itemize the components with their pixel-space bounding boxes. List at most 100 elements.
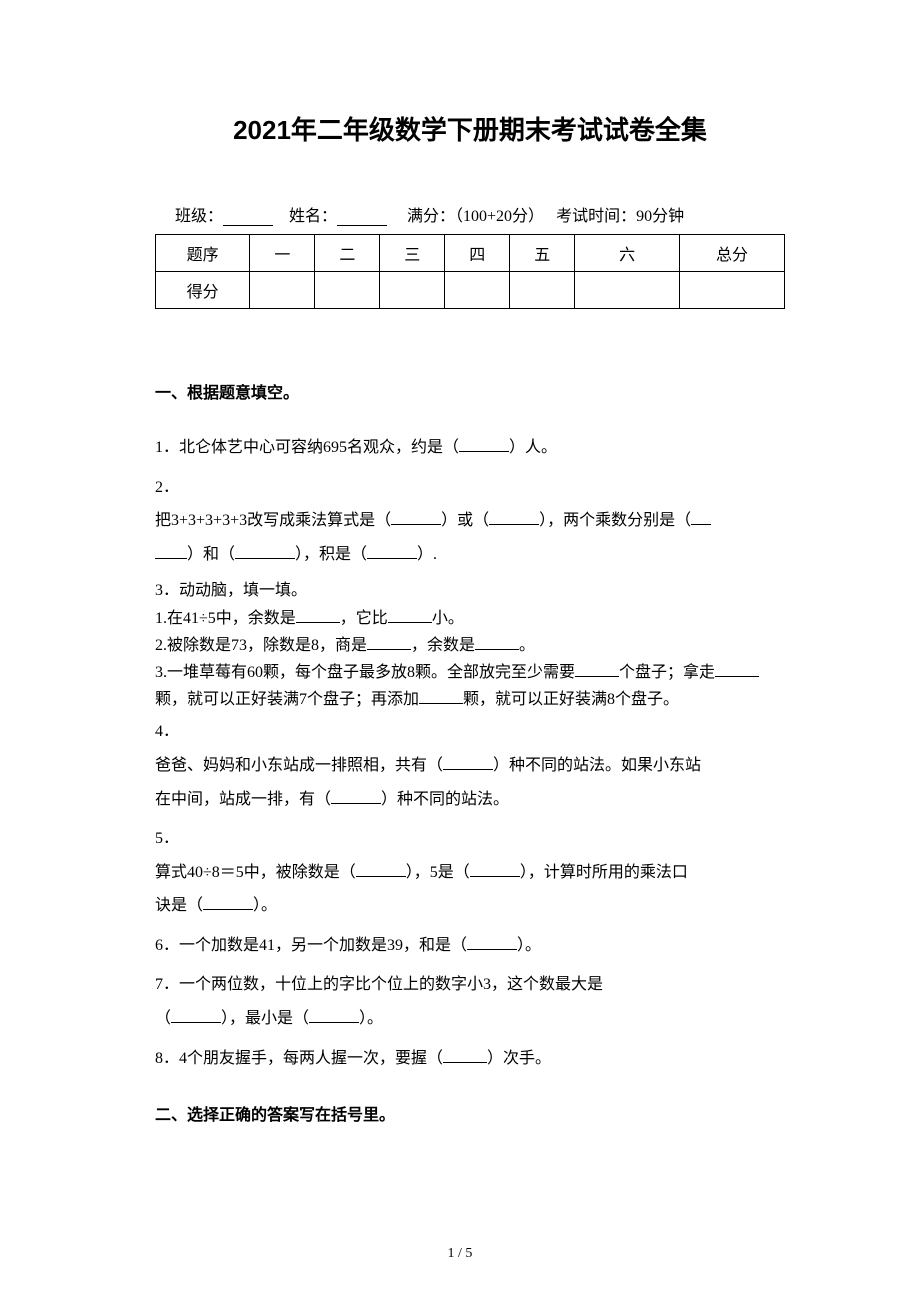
q7-l2-mid: ），最小是（ [221, 1010, 309, 1027]
q2-l1-post: ），两个乘数分别是（ [539, 512, 691, 529]
blank [575, 661, 619, 677]
blank [367, 543, 417, 559]
blank [443, 1047, 487, 1063]
score-cell [250, 272, 315, 309]
score-cell [680, 272, 785, 309]
q4-num: 4． [155, 715, 785, 749]
q3-s1-mid: ，它比 [340, 610, 388, 627]
score-cell [445, 272, 510, 309]
q3-s2-pre: 2.被除数是73，除数是8，商是 [155, 637, 367, 654]
page-number: 1 / 5 [0, 1246, 920, 1262]
q2-num: 2． [155, 471, 785, 505]
blank [171, 1007, 221, 1023]
q5-num: 5． [155, 822, 785, 856]
question-4: 4． 爸爸、妈妈和小东站成一排照相，共有（ ）种不同的站法。如果小东站 在中间，站… [155, 715, 785, 816]
q3-s2-mid: ，余数是 [411, 637, 475, 654]
section2-heading: 二、选择正确的答案写在括号里。 [155, 1101, 785, 1125]
blank [296, 607, 340, 623]
q7-l2-pre: （ [155, 1010, 171, 1027]
q5-l1-post: ），计算时所用的乘法口 [520, 864, 688, 881]
q6-pre: 一个加数是41，另一个加数是39，和是（ [179, 937, 467, 954]
header-col6: 六 [575, 235, 680, 272]
q6-post: ）。 [517, 937, 541, 954]
q7-l1: 一个两位数，十位上的字比个位上的数字小3，这个数最大是 [179, 976, 603, 993]
time-label: 考试时间：90分钟 [556, 208, 684, 225]
score-cell [315, 272, 380, 309]
score-cell [380, 272, 445, 309]
q8-post: ）次手。 [487, 1050, 551, 1067]
q3-s2-post: 。 [519, 637, 535, 654]
q7-l2-post: ）。 [359, 1010, 383, 1027]
q7-num: 7． [155, 976, 179, 993]
blank [715, 661, 759, 677]
class-label: 班级： [175, 208, 223, 225]
header-col2: 二 [315, 235, 380, 272]
blank [467, 934, 517, 950]
blank [203, 894, 253, 910]
blank [235, 543, 295, 559]
q8-num: 8． [155, 1050, 179, 1067]
class-blank [223, 208, 273, 226]
score-cell [575, 272, 680, 309]
q6-num: 6． [155, 937, 179, 954]
score-table: 题序 一 二 三 四 五 六 总分 得分 [155, 234, 785, 309]
q3-s1-pre: 1.在41÷5中，余数是 [155, 610, 296, 627]
q4-l1-post: ）种不同的站法。如果小东站 [493, 757, 701, 774]
header-col3: 三 [380, 235, 445, 272]
q3-s1-post: 小。 [432, 610, 464, 627]
q5-l1-mid: ），5是（ [406, 864, 470, 881]
q4-l1-pre: 爸爸、妈妈和小东站成一排照相，共有（ [155, 757, 443, 774]
blank [155, 543, 187, 559]
question-8: 8．4个朋友握手，每两人握一次，要握（ ）次手。 [155, 1042, 785, 1076]
q5-l1-pre: 算式40÷8＝5中，被除数是（ [155, 864, 356, 881]
section1-heading: 一、根据题意填空。 [155, 379, 785, 403]
header-total: 总分 [680, 235, 785, 272]
blank [691, 509, 711, 525]
q8-pre: 4个朋友握手，每两人握一次，要握（ [179, 1050, 443, 1067]
question-1: 1．北仑体艺中心可容纳695名观众，约是（ ）人。 [155, 431, 785, 465]
blank [388, 607, 432, 623]
blank [419, 688, 463, 704]
score-row-label: 得分 [156, 272, 250, 309]
question-6: 6．一个加数是41，另一个加数是39，和是（ ）。 [155, 929, 785, 963]
q4-l2-pre: 在中间，站成一排，有（ [155, 791, 331, 808]
q5-l2-post: ）。 [253, 897, 277, 914]
blank [489, 509, 539, 525]
table-row: 得分 [156, 272, 785, 309]
q2-l2-mid2: ），积是（ [295, 546, 367, 563]
table-row: 题序 一 二 三 四 五 六 总分 [156, 235, 785, 272]
header-label: 题序 [156, 235, 250, 272]
blank [309, 1007, 359, 1023]
blank [391, 509, 441, 525]
blank [459, 436, 509, 452]
q4-l2-post: ）种不同的站法。 [381, 791, 509, 808]
name-label: 姓名： [289, 208, 337, 225]
blank [367, 634, 411, 650]
score-cell [510, 272, 575, 309]
score-label: 满分：（100+20分） [407, 208, 544, 225]
q1-post: ）人。 [509, 439, 557, 456]
q3-header: 3．动动脑，填一填。 [155, 577, 785, 604]
blank [475, 634, 519, 650]
blank [470, 861, 520, 877]
q1-num: 1． [155, 439, 179, 456]
question-2: 2． 把3+3+3+3+3改写成乘法算式是（ ）或（ ），两个乘数分别是（ ）和（ ）… [155, 471, 785, 572]
q3-s3-pre: 3.一堆草莓有60颗，每个盘子最多放8颗。全部放完至少需要 [155, 664, 575, 681]
q2-l2-post: ）. [417, 546, 437, 563]
q3-s3-mid: 个盘子；拿走 [619, 664, 715, 681]
q2-l1-pre: 把3+3+3+3+3改写成乘法算式是（ [155, 512, 391, 529]
question-7: 7．一个两位数，十位上的字比个位上的数字小3，这个数最大是 （ ），最小是（ ）。 [155, 968, 785, 1035]
header-col4: 四 [445, 235, 510, 272]
question-3: 3．动动脑，填一填。 1.在41÷5中，余数是 ，它比 小。 2.被除数是73，除数… [155, 577, 785, 713]
q3-s3-post: 颗，就可以正好装满8个盘子。 [463, 691, 679, 708]
q3-s3-mid2: 颗，就可以正好装满7个盘子；再添加 [155, 691, 419, 708]
header-col1: 一 [250, 235, 315, 272]
info-line: 班级： 姓名： 满分：（100+20分） 考试时间：90分钟 [155, 202, 785, 226]
blank [443, 754, 493, 770]
q2-l1-mid: ）或（ [441, 512, 489, 529]
q5-l2-pre: 诀是（ [155, 897, 203, 914]
question-5: 5． 算式40÷8＝5中，被除数是（ ），5是（ ），计算时所用的乘法口 诀是（ ）。 [155, 822, 785, 923]
q1-pre: 北仑体艺中心可容纳695名观众，约是（ [179, 439, 459, 456]
blank [356, 861, 406, 877]
q2-l2-mid: ）和（ [187, 546, 235, 563]
